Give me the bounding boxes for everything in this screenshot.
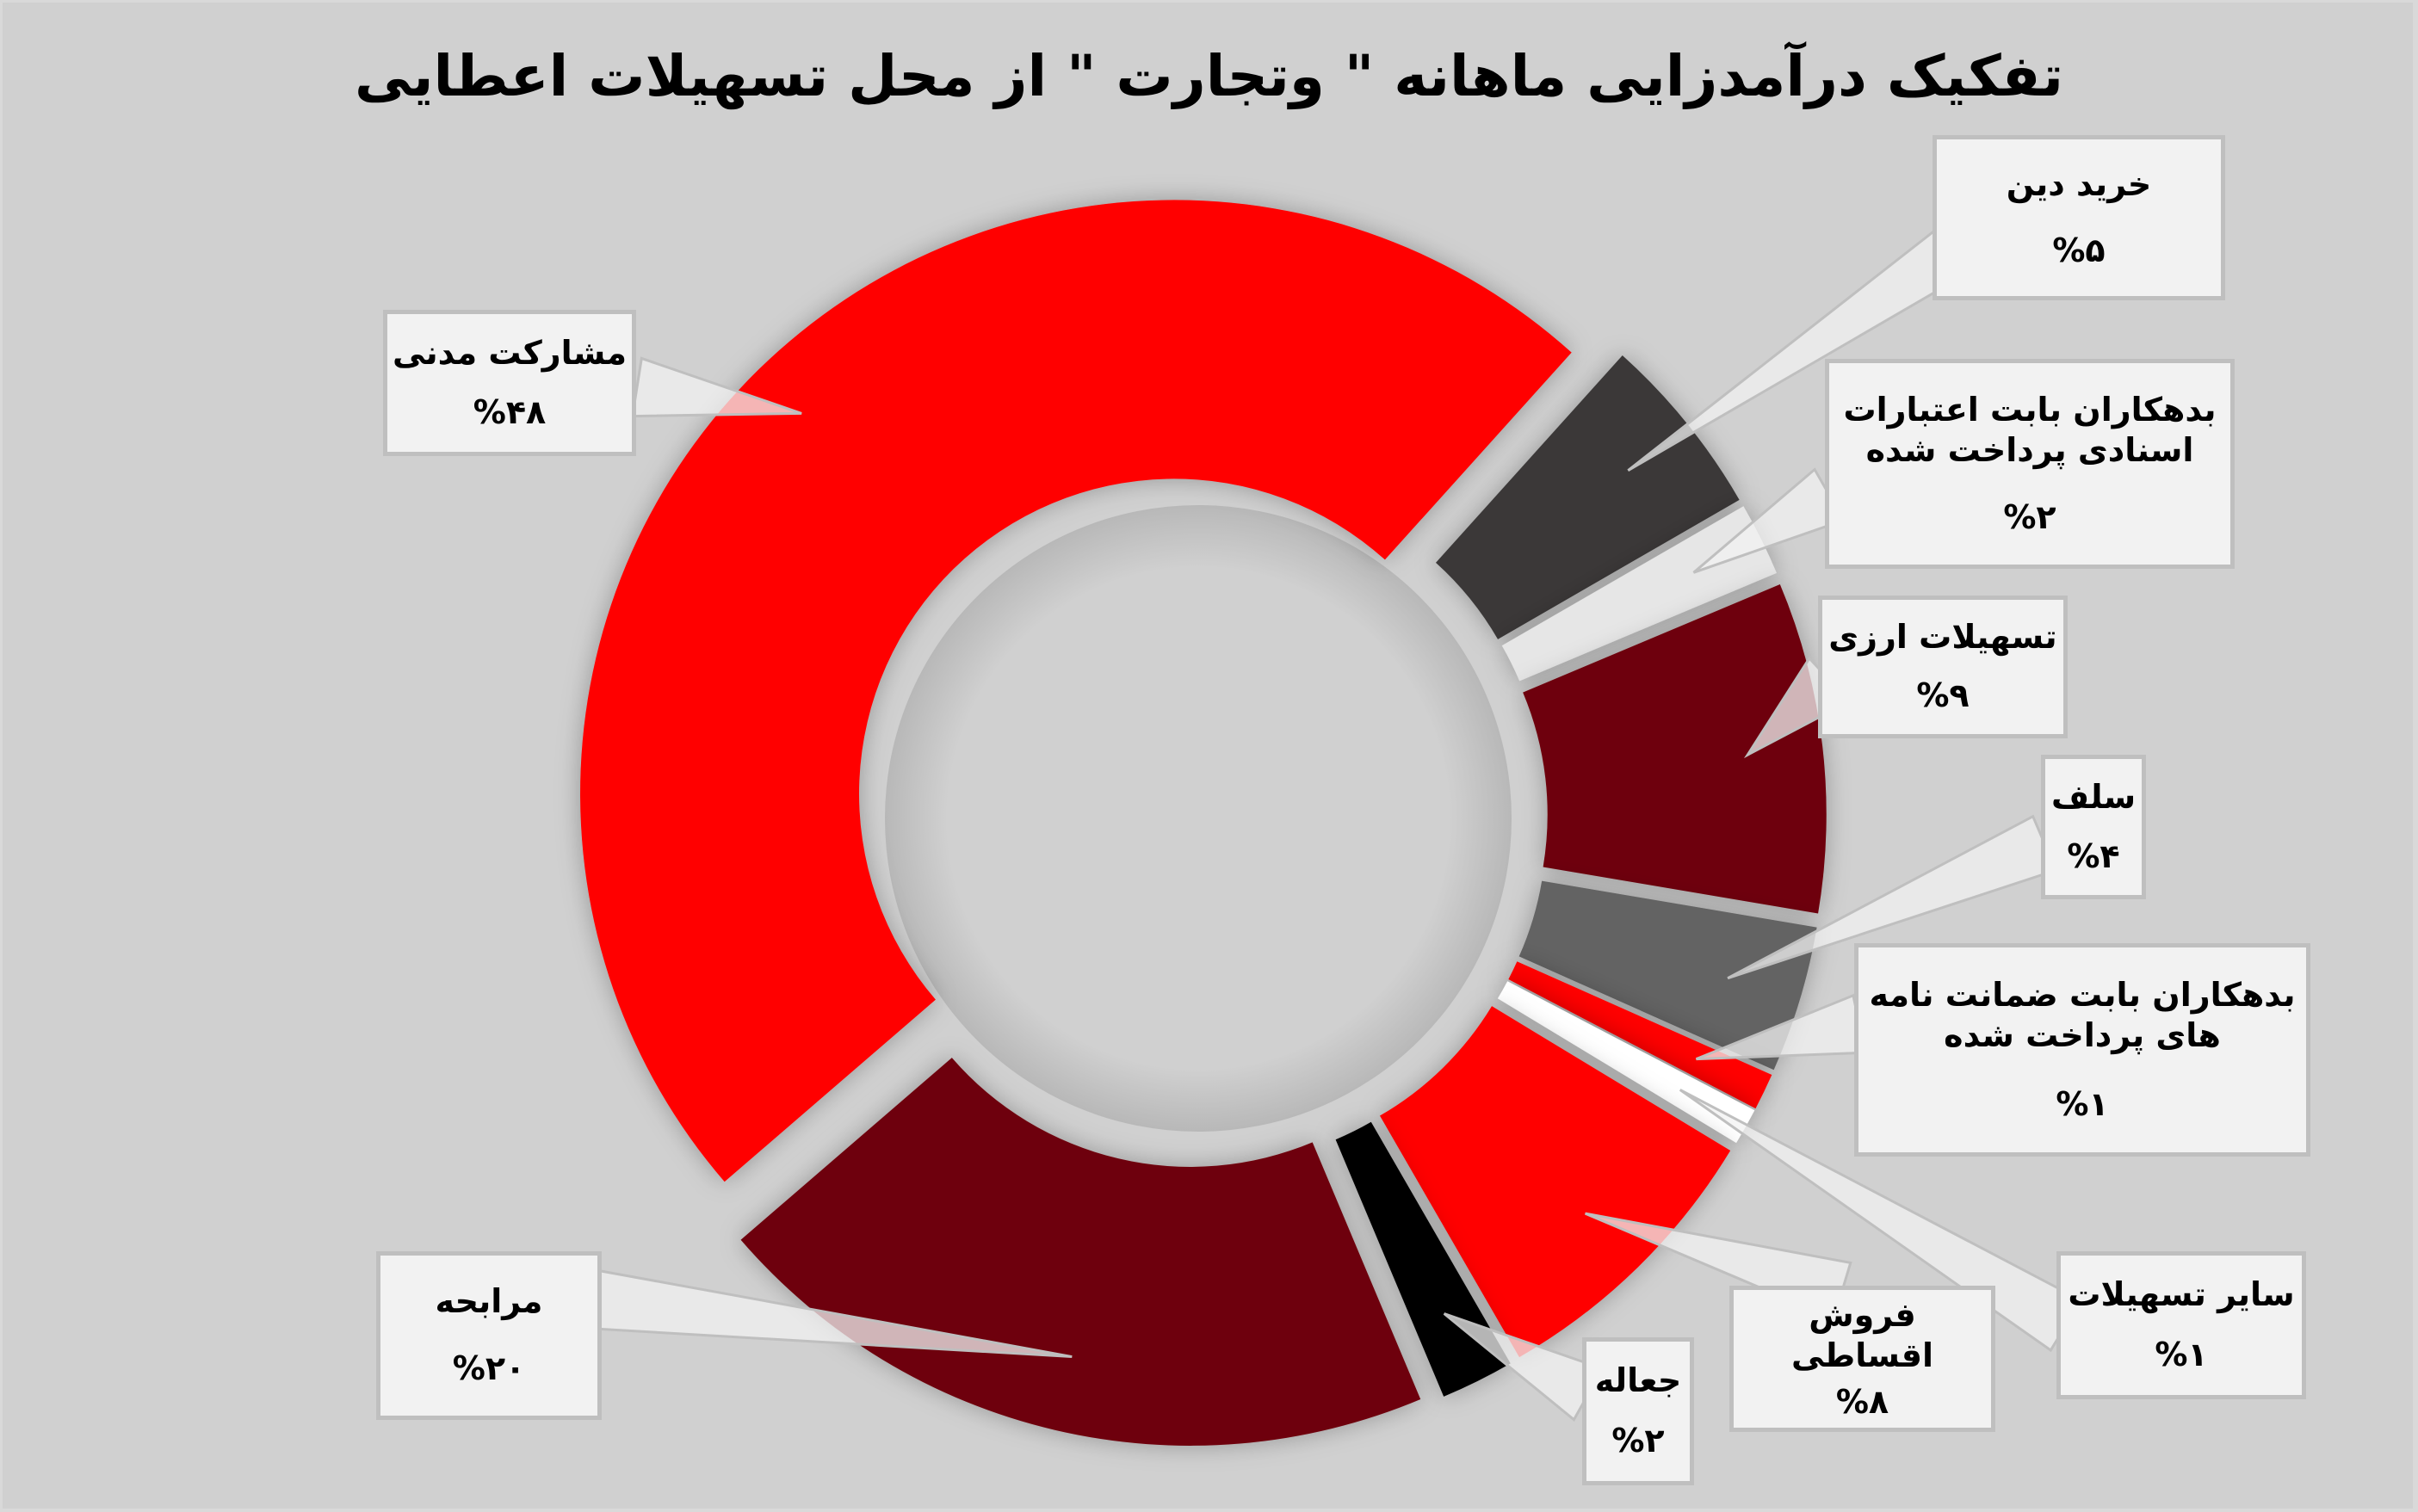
donut-slice (1435, 355, 1740, 639)
label-name: سایر تسهیلات (2068, 1275, 2295, 1314)
label-morabehe: مرابحه %۲۰ (376, 1251, 602, 1420)
label-percent: %۹ (1916, 676, 1970, 715)
label-name: سلف (2050, 778, 2137, 816)
label-percent: %۲۰ (452, 1349, 526, 1388)
label-foroush-aghsati: فروش اقساطی %۸ (1729, 1286, 1995, 1432)
label-percent: %۴ (2067, 836, 2120, 875)
label-joaale: جعاله %۲ (1582, 1337, 1694, 1485)
donut-slice (1508, 961, 1772, 1109)
donut-slice (1518, 880, 1817, 1071)
label-name: بدهکاران بابت اعتبارات اسنادی پرداخت شده (1843, 390, 2217, 470)
label-name: بدهکاران بابت ضمانت نامه های پرداخت شده (1869, 975, 2296, 1055)
leader-line-tips (589, 206, 2083, 1422)
label-bedehkaran-zemanat: بدهکاران بابت ضمانت نامه های پرداخت شده … (1854, 943, 2310, 1157)
label-percent: %۵ (2052, 231, 2106, 269)
label-percent: %۸ (1835, 1382, 1889, 1421)
donut-hole (885, 505, 1512, 1132)
label-sayer-tashilat: سایر تسهیلات %۱ (2056, 1251, 2306, 1399)
label-mosharekat-madani: مشارکت مدنی %۴۸ (383, 310, 636, 456)
label-salaf: سلف %۴ (2041, 755, 2146, 899)
label-percent: %۲ (1611, 1422, 1665, 1460)
label-bedehkaran-etebarat: بدهکاران بابت اعتبارات اسنادی پرداخت شده… (1825, 359, 2235, 569)
label-name: فروش اقساطی (1790, 1295, 1934, 1375)
donut-slice (1497, 981, 1755, 1144)
label-name: جعاله (1594, 1361, 1682, 1400)
leader-line (630, 356, 802, 418)
label-name: مرابحه (435, 1282, 543, 1321)
donut-slices (580, 200, 1827, 1446)
label-name: مشارکت مدنی (392, 333, 628, 372)
donut-slice (1523, 584, 1827, 914)
donut-slice (580, 200, 1572, 1182)
donut-slice (740, 1058, 1421, 1446)
label-percent: %۴۸ (473, 392, 547, 431)
chart-title: تفکیک درآمدزایی ماهانه " وتجارت " از محل… (354, 43, 2064, 109)
label-kharid-dein: خرید دین %۵ (1933, 135, 2225, 300)
label-name: خرید دین (2006, 165, 2152, 203)
donut-slice (1501, 506, 1777, 682)
label-percent: %۲ (2003, 498, 2056, 536)
label-percent: %۱ (2155, 1336, 2208, 1374)
donut-slice (1379, 1006, 1731, 1358)
label-tashilat-arzi: تسهیلات ارزی %۹ (1818, 596, 2068, 738)
label-percent: %۱ (2056, 1084, 2109, 1123)
label-name: تسهیلات ارزی (1828, 618, 2057, 657)
